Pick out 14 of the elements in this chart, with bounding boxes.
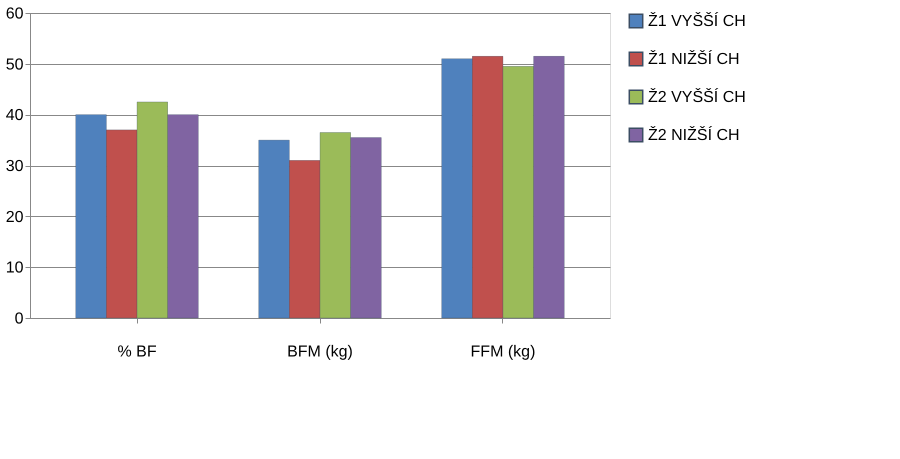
y-tick-label: 50 [6, 56, 24, 74]
legend-label: Ž2 VYŠŠÍ CH [648, 88, 746, 106]
legend-label: Ž2 NIŽŠÍ CH [648, 126, 740, 144]
y-tick-label: 0 [14, 310, 24, 328]
y-tick-label: 30 [6, 158, 24, 175]
x-tick-label: % BF [117, 344, 157, 360]
y-tick-label: 40 [6, 107, 24, 124]
y-tick-label: 10 [6, 260, 24, 277]
x-tick-label: BFM (kg) [287, 344, 353, 360]
legend-label: Ž1 VYŠŠÍ CH [648, 12, 746, 30]
y-tick-label: 60 [6, 6, 24, 22]
legend-label: Ž1 NIŽŠÍ CH [648, 50, 740, 68]
x-tick-label: FFM (kg) [470, 344, 536, 360]
y-tick-label: 20 [6, 208, 24, 226]
